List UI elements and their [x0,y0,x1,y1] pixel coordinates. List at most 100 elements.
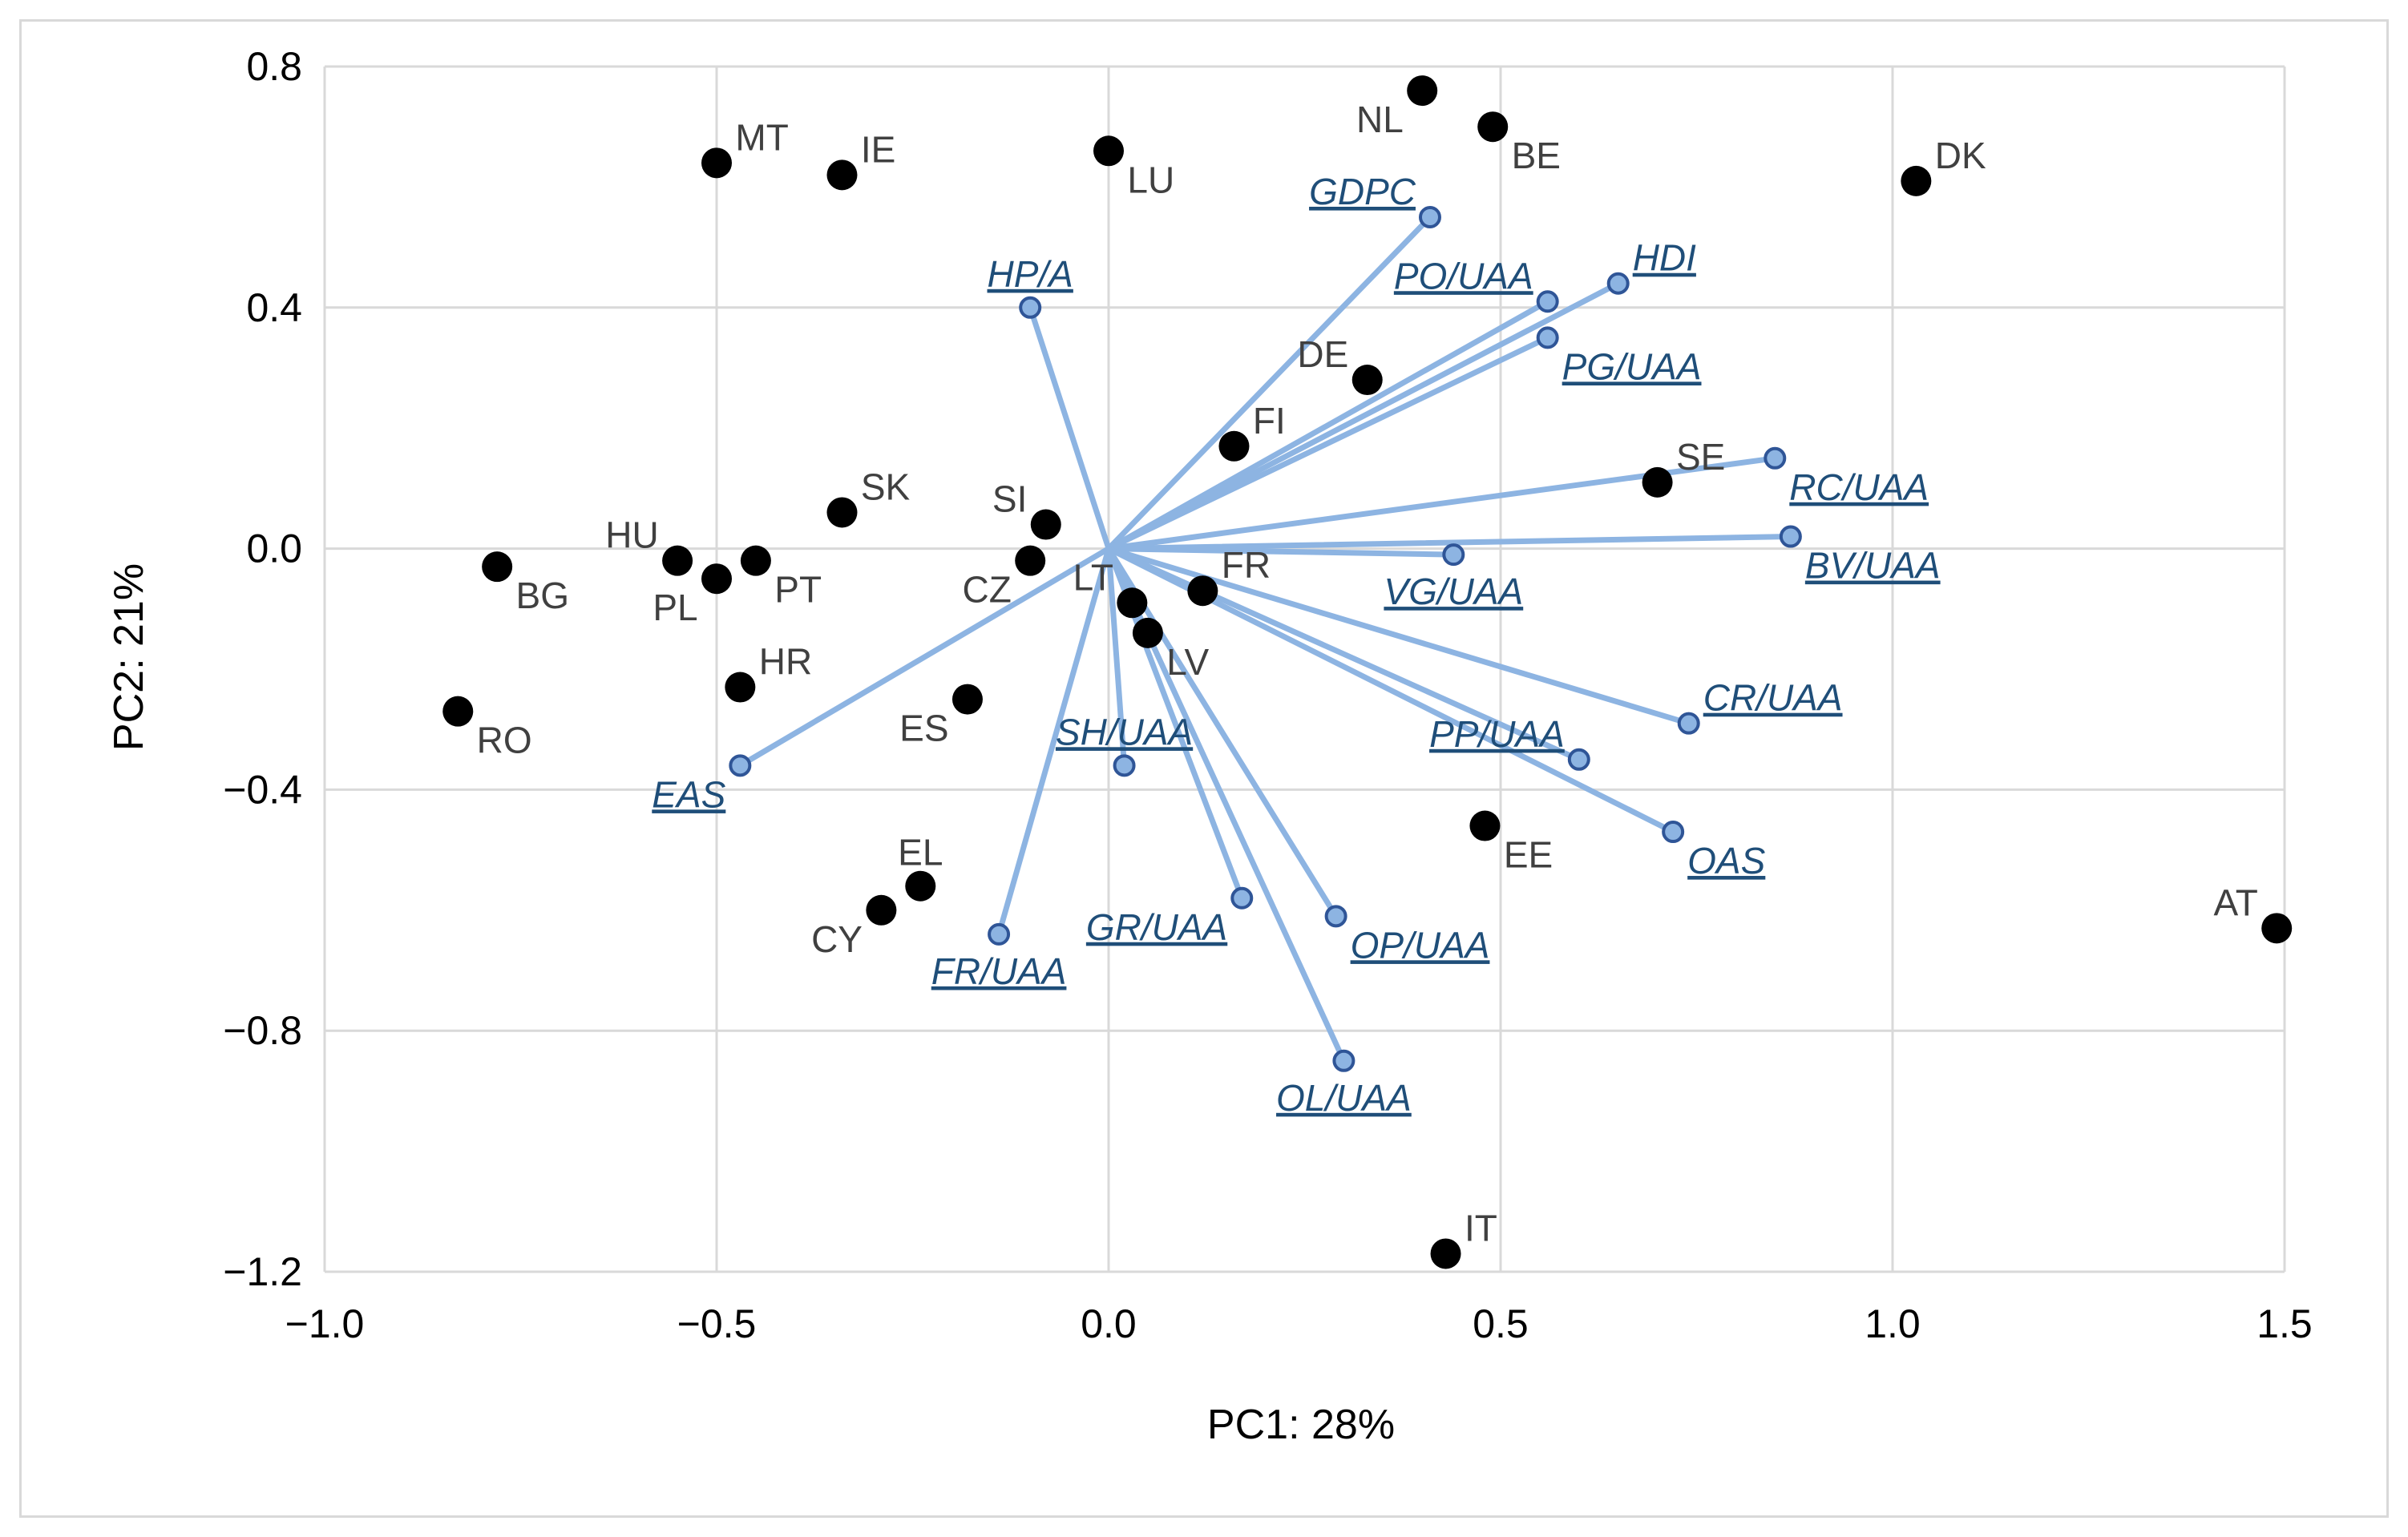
loading-vector-point [1113,754,1136,777]
loading-vector-point [1567,748,1590,771]
loading-vector-point [1332,1049,1356,1072]
x-tick-label: 1.5 [2256,1301,2313,1346]
loading-vector-line [1105,280,1622,552]
country-label: CY [811,918,863,960]
country-point [482,551,513,583]
country-point [826,159,858,191]
country-point [1469,810,1501,841]
y-tick-label: 0.8 [246,44,302,89]
country-point [701,147,732,179]
country-label: LV [1166,641,1209,683]
country-label: LT [1073,556,1113,598]
loading-vector-point [1019,296,1042,319]
loading-vector-point [1442,543,1465,567]
loading-vector-line [1105,534,1794,552]
country-point [866,894,897,926]
country-point [1187,575,1218,607]
variable-label: HDI [1633,237,1696,279]
loading-vector-line [1027,305,1112,552]
loading-vector-line [996,546,1112,938]
x-tick-label: 0.0 [1081,1301,1137,1346]
variable-label: BV/UAA [1805,545,1941,587]
country-label: MT [735,116,788,158]
country-point [1642,466,1673,498]
country-label: DE [1297,333,1348,375]
country-point [2261,913,2293,944]
y-tick-label: −1.2 [223,1249,302,1294]
x-tick-label: −1.0 [285,1301,365,1346]
country-point [442,696,474,727]
country-label: SI [992,478,1027,520]
country-label: NL [1356,99,1404,140]
country-point [1132,617,1163,648]
country-point [1015,545,1046,576]
country-point [662,545,693,576]
country-label: BE [1512,135,1561,176]
y-axis-title: PC2: 21% [106,563,152,751]
loading-vector-line [1105,334,1551,552]
country-label: ES [899,708,948,749]
y-tick-label: −0.4 [223,767,302,812]
country-label: IE [861,128,895,170]
country-point [1218,430,1250,462]
country-label: RO [477,720,532,761]
variable-label: SH/UAA [1056,711,1193,752]
country-point [1901,165,1932,196]
country-label: HR [759,641,812,683]
country-point [951,684,983,715]
loading-vector-point [1677,712,1700,735]
country-point [826,497,858,528]
country-label: EE [1504,834,1553,876]
country-label: AT [2213,881,2257,923]
label-layer: GDPC HP/A PO/UAA HDI PG/UAA RC/UAA BV/UAA VG/UA… [477,99,2258,1249]
variable-label: RC/UAA [1789,466,1929,508]
variable-label: OAS [1687,840,1765,881]
loading-vector-point [1662,821,1685,844]
country-point [1477,111,1509,143]
country-label: CZ [962,569,1011,611]
x-axis-title: PC1: 28% [1207,1402,1395,1448]
country-label: FR [1222,544,1271,586]
variable-label: HP/A [988,253,1073,295]
point-layer [442,75,2293,1269]
loading-vector-line [737,546,1112,768]
variable-label: OP/UAA [1351,924,1490,966]
variable-label: PO/UAA [1394,255,1533,297]
country-point [1030,509,1061,540]
variable-label: OL/UAA [1276,1077,1412,1119]
country-label: EL [898,832,943,873]
country-point [725,672,756,703]
country-label: HU [605,514,658,556]
loading-vector-line [1105,214,1433,552]
country-point [1407,75,1438,107]
loading-vector-point [1324,905,1347,928]
country-label: SK [861,466,911,507]
country-point [1430,1238,1461,1269]
country-label: IT [1465,1207,1497,1249]
y-tick-label: 0.4 [246,285,302,330]
loading-vector-point [1536,290,1559,313]
loading-vector-line [1105,546,1457,558]
country-point [701,563,732,595]
loading-vector-point [1764,446,1787,470]
variable-label: VG/UAA [1384,571,1523,612]
loading-vector-line [1105,546,1582,763]
country-label: SE [1676,436,1725,478]
country-point [740,545,771,576]
country-point [1351,365,1383,396]
tick-layer: 0.8 0.4 0.0 −0.4 −0.8 −1.2 −1.0 −0.5 0.0 0.5 1.0 1.… [223,44,2312,1346]
variable-label: GDPC [1309,171,1416,212]
country-point [1117,587,1148,619]
variable-label: PG/UAA [1562,345,1702,387]
country-label: BG [516,575,569,616]
x-tick-label: 1.0 [1865,1301,1921,1346]
variable-label: EAS [652,773,725,815]
variable-label: FR/UAA [931,950,1067,992]
country-label: DK [1935,135,1986,176]
loading-vector-line [1105,546,1339,919]
y-tick-label: 0.0 [246,526,302,571]
variable-label: CR/UAA [1703,677,1843,719]
country-label: PT [774,569,822,611]
x-tick-label: 0.5 [1473,1301,1529,1346]
